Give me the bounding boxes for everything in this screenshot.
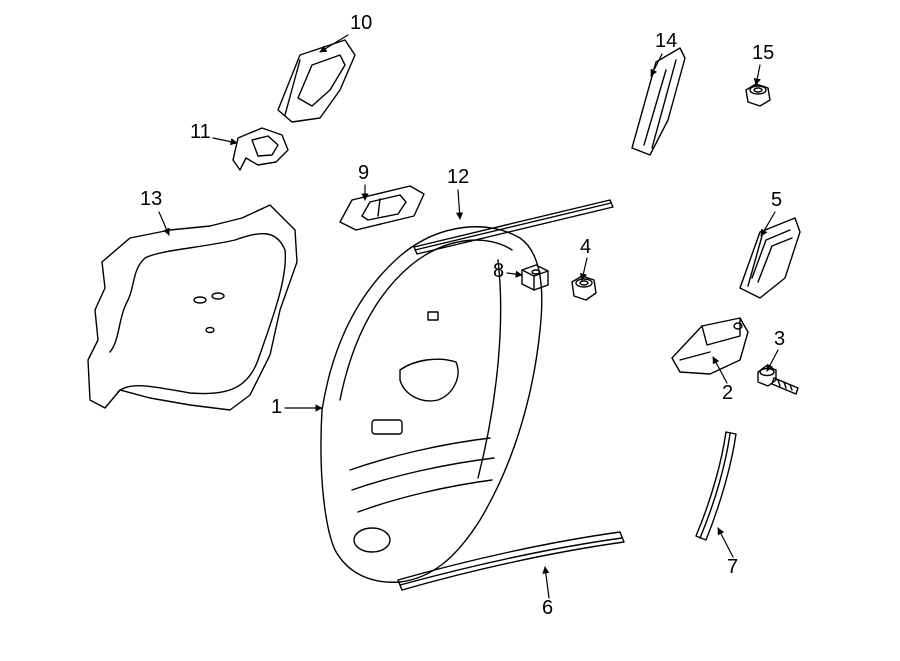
part-13-panel bbox=[88, 205, 297, 410]
part-14-pillar-trim bbox=[632, 48, 685, 155]
callout-label-5: 5 bbox=[771, 189, 782, 212]
callout-label-11: 11 bbox=[190, 121, 211, 144]
callout-label-9: 9 bbox=[358, 162, 369, 185]
part-7-trim-strip bbox=[696, 432, 736, 540]
callout-label-12: 12 bbox=[447, 166, 469, 189]
callout-label-1: 1 bbox=[271, 396, 282, 419]
callout-label-6: 6 bbox=[542, 597, 553, 620]
callout-label-10: 10 bbox=[350, 12, 372, 35]
part-4-nut bbox=[572, 276, 596, 300]
callout-label-14: 14 bbox=[655, 30, 677, 53]
part-9-switch-bezel bbox=[340, 186, 424, 230]
part-1-door-trim bbox=[321, 227, 542, 582]
callout-label-15: 15 bbox=[752, 42, 774, 65]
part-10-upper-trim bbox=[278, 40, 355, 122]
part-2-pull-handle bbox=[672, 318, 748, 374]
callout-label-3: 3 bbox=[774, 328, 785, 351]
callout-label-2: 2 bbox=[722, 382, 733, 405]
part-15-nut bbox=[746, 84, 770, 106]
callout-label-4: 4 bbox=[580, 236, 591, 259]
part-8-bushing bbox=[522, 265, 548, 290]
part-3-bolt bbox=[758, 366, 798, 394]
diagram-svg bbox=[0, 0, 900, 661]
callout-label-8: 8 bbox=[493, 260, 504, 283]
part-6-lower-trim bbox=[398, 532, 624, 590]
callout-label-7: 7 bbox=[727, 556, 738, 579]
callout-leaders bbox=[159, 35, 778, 598]
callout-label-13: 13 bbox=[140, 188, 162, 211]
part-5-handle-bezel bbox=[740, 218, 800, 298]
parts-diagram: 1 2 3 4 5 6 7 8 9 10 11 12 13 14 15 bbox=[0, 0, 900, 661]
part-11-bracket bbox=[233, 128, 288, 170]
